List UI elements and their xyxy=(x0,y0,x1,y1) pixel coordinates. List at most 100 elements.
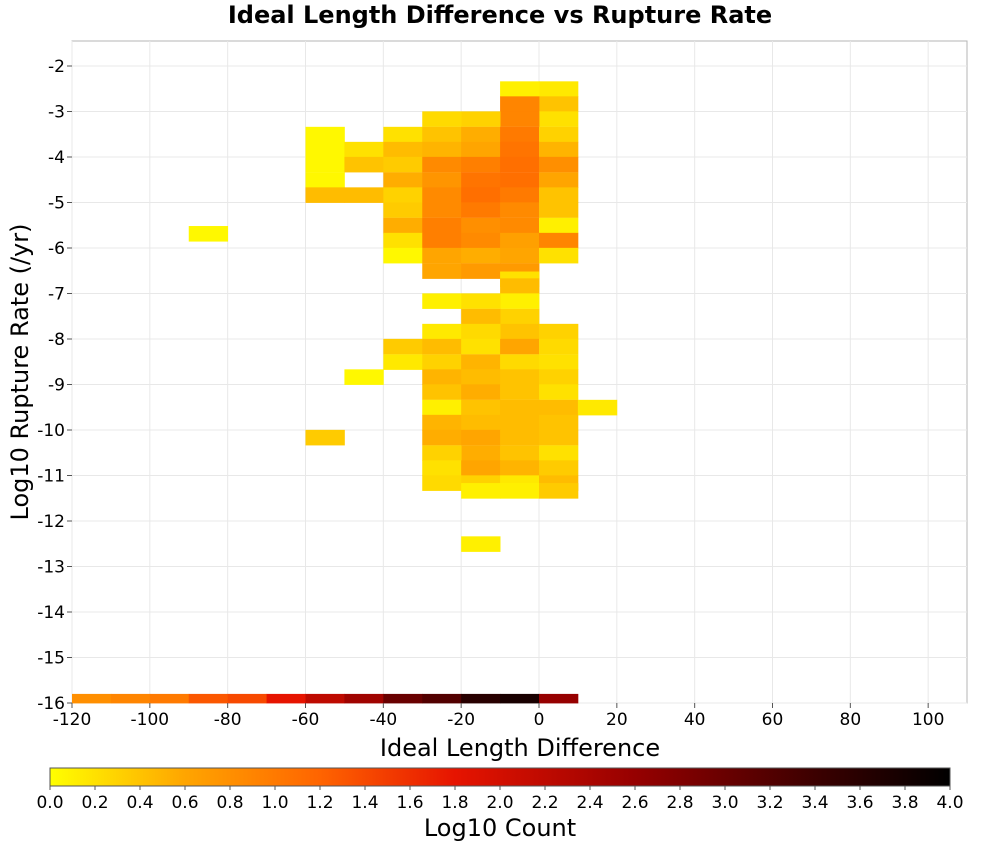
heatmap-cell xyxy=(305,187,345,203)
colorbar xyxy=(49,767,951,787)
heatmap-cell xyxy=(305,429,345,446)
heatmap-cell xyxy=(500,460,540,476)
heatmap-cell xyxy=(500,693,540,704)
heatmap-cells xyxy=(72,81,618,704)
heatmap-cell xyxy=(188,693,229,704)
heatmap-cell xyxy=(500,247,540,264)
heatmap-cell xyxy=(461,693,501,704)
heatmap-cell xyxy=(500,429,540,446)
x-tick-label: 60 xyxy=(762,710,784,730)
x-tick-label: -100 xyxy=(131,710,170,730)
y-tick-label: -9 xyxy=(48,376,65,396)
heatmap-cell xyxy=(422,141,462,158)
x-tick-label: -60 xyxy=(292,710,320,730)
y-tick-label: -15 xyxy=(37,649,65,669)
heatmap-cell xyxy=(422,323,462,340)
heatmap-cell xyxy=(539,111,579,127)
heatmap-cell xyxy=(344,693,384,704)
heatmap-cell xyxy=(422,693,462,704)
y-tick-label: -8 xyxy=(48,330,65,350)
y-tick-label: -14 xyxy=(37,603,65,623)
heatmap-cell xyxy=(305,172,345,188)
x-tick-label: 100 xyxy=(912,710,944,730)
heatmap-cell xyxy=(539,96,579,112)
colorbar-tick-label: 1.2 xyxy=(306,793,333,813)
heatmap-cell xyxy=(422,247,462,264)
heatmap-cell xyxy=(344,141,384,158)
heatmap-cell xyxy=(500,232,540,249)
heatmap-cell xyxy=(500,384,540,400)
colorbar-tick-label: 2.6 xyxy=(621,793,648,813)
colorbar-tick-label: 3.2 xyxy=(756,793,783,813)
heatmap-cell xyxy=(500,483,540,499)
y-tick-label: -4 xyxy=(48,148,65,168)
heatmap-cell xyxy=(110,693,151,704)
heatmap-cell xyxy=(461,354,501,370)
heatmap-cell xyxy=(383,141,423,158)
heatmap-cell xyxy=(539,384,579,400)
heatmap-cell xyxy=(383,156,423,173)
heatmap-cell xyxy=(422,263,462,279)
heatmap-cell xyxy=(305,693,345,704)
x-axis-ticks: -120 -100 -80 -60 -40 -20 0 20 40 60 80 100 xyxy=(53,703,944,730)
heatmap-cell xyxy=(383,247,423,264)
heatmap-cell xyxy=(461,308,501,325)
heatmap-cell xyxy=(461,460,501,476)
heatmap-cell xyxy=(422,172,462,188)
x-tick-label: -20 xyxy=(447,710,475,730)
heatmap-cell xyxy=(383,187,423,203)
heatmap-cell xyxy=(500,187,540,203)
heatmap-cell xyxy=(461,384,501,400)
heatmap-cell xyxy=(500,278,540,294)
heatmap-cell xyxy=(461,111,501,127)
heatmap-cell xyxy=(539,399,579,416)
colorbar-ticks: 0.0 0.2 0.4 0.6 0.8 1.0 1.2 1.4 1.6 1.8 2.0 2.2 2.4 2… xyxy=(36,786,964,813)
heatmap-cell xyxy=(383,217,423,234)
heatmap-cell xyxy=(539,126,579,143)
colorbar-tick-label: 0.8 xyxy=(216,793,243,813)
heatmap-cell xyxy=(461,483,501,499)
heatmap-cell xyxy=(539,460,579,476)
heatmap-cell xyxy=(383,172,423,188)
heatmap-cell xyxy=(577,399,618,416)
heatmap-cell xyxy=(383,202,423,218)
y-tick-label: -12 xyxy=(37,512,65,532)
heatmap-cell xyxy=(422,354,462,370)
heatmap-cell xyxy=(422,232,462,249)
colorbar-tick-label: 2.0 xyxy=(486,793,513,813)
y-tick-label: -2 xyxy=(48,57,65,77)
heatmap-cell xyxy=(500,369,540,385)
heatmap-cell xyxy=(461,338,501,355)
heatmap-cell xyxy=(461,232,501,249)
colorbar-tick-label: 1.8 xyxy=(441,793,468,813)
heatmap-cell xyxy=(500,217,540,234)
colorbar-tick-label: 4.0 xyxy=(936,793,963,813)
heatmap-cell xyxy=(539,323,579,340)
x-tick-label: 20 xyxy=(606,710,628,730)
x-axis-label: Ideal Length Difference xyxy=(380,734,660,762)
x-tick-label: 40 xyxy=(684,710,706,730)
heatmap-cell xyxy=(422,384,462,400)
heatmap-cell xyxy=(539,429,579,446)
heatmap-cell xyxy=(383,693,423,704)
heatmap-cell xyxy=(305,156,345,173)
heatmap-cell xyxy=(539,156,579,173)
heatmap-cell xyxy=(344,156,384,173)
heatmap-cell xyxy=(422,126,462,143)
heatmap-cell xyxy=(539,81,579,97)
colorbar-tick-label: 3.8 xyxy=(891,793,918,813)
heatmap-cell xyxy=(539,187,579,203)
heatmap-cell xyxy=(422,187,462,203)
colorbar-tick-label: 3.4 xyxy=(801,793,828,813)
y-tick-label: -13 xyxy=(37,558,65,578)
heatmap-cell xyxy=(422,460,462,476)
heatmap-cell xyxy=(539,338,579,355)
heatmap-cell xyxy=(422,217,462,234)
heatmap-cell xyxy=(461,369,501,385)
heatmap-cell xyxy=(539,354,579,370)
colorbar-tick-label: 1.4 xyxy=(351,793,378,813)
heatmap-cell xyxy=(305,126,345,143)
heatmap-cell xyxy=(539,247,579,264)
y-axis-label: Log10 Rupture Rate (/yr) xyxy=(6,224,34,521)
heatmap-cell xyxy=(500,81,540,97)
